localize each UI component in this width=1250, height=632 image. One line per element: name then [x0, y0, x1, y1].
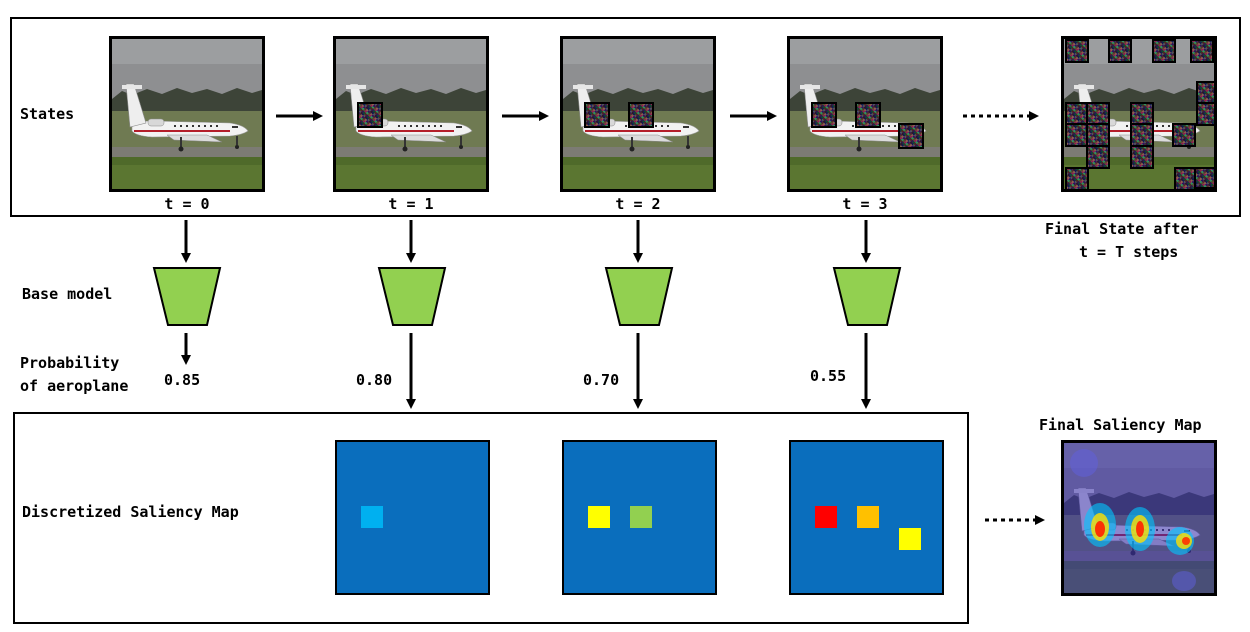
saliency-cell [630, 506, 652, 528]
noise-patch [1065, 167, 1089, 189]
final-saliency-image [1061, 440, 1217, 596]
noise-patch [1130, 145, 1154, 169]
final-saliency-label: Final Saliency Map [1039, 416, 1202, 434]
time-label-t3: t = 3 [842, 195, 888, 213]
base-model-label: Base model [22, 285, 113, 303]
base-model-shape [152, 267, 222, 326]
noise-patch [855, 102, 881, 128]
state-image-t3 [787, 36, 943, 192]
state-image-t0 [109, 36, 265, 192]
noise-patch [1065, 39, 1089, 63]
noise-patch [1196, 102, 1214, 126]
noise-patch [1194, 167, 1214, 189]
saliency-map-t3 [789, 440, 944, 595]
probability-value-t1: 0.80 [356, 371, 393, 389]
noise-patch [811, 102, 837, 128]
noise-patch [1152, 39, 1176, 63]
states-label: States [20, 105, 75, 123]
saliency-cell [588, 506, 610, 528]
base-model-shape [377, 267, 447, 326]
time-label-t2: t = 2 [615, 195, 661, 213]
probability-value-t2: 0.70 [583, 371, 620, 389]
saliency-map-t1 [335, 440, 490, 595]
probability-value-t3: 0.55 [810, 367, 847, 385]
noise-patch [1108, 39, 1132, 63]
noise-patch [1086, 145, 1110, 169]
noise-patch [584, 102, 610, 128]
saliency-cell [857, 506, 879, 528]
probability-value-t0: 0.85 [164, 371, 201, 389]
noise-patch [898, 123, 924, 149]
probability-label-line2: of aeroplane [20, 377, 129, 395]
state-image-t1 [333, 36, 489, 192]
final-state-label-line1: Final State after [1045, 220, 1199, 238]
noise-patch [1190, 39, 1214, 63]
final-state-label-line2: t = T steps [1079, 243, 1179, 261]
base-model-shape [604, 267, 674, 326]
base-model-shape [832, 267, 902, 326]
discretized-saliency-label: Discretized Saliency Map [22, 503, 239, 521]
noise-patch [1172, 123, 1196, 147]
noise-patch [628, 102, 654, 128]
saliency-cell [815, 506, 837, 528]
time-label-t1: t = 1 [388, 195, 434, 213]
noise-patch [357, 102, 383, 128]
saliency-cell [361, 506, 383, 528]
time-label-t0: t = 0 [164, 195, 210, 213]
saliency-map-t2 [562, 440, 717, 595]
probability-label-line1: Probability [20, 354, 120, 372]
saliency-cell [899, 528, 921, 550]
state-image-t2 [560, 36, 716, 192]
final-state-image [1061, 36, 1217, 192]
